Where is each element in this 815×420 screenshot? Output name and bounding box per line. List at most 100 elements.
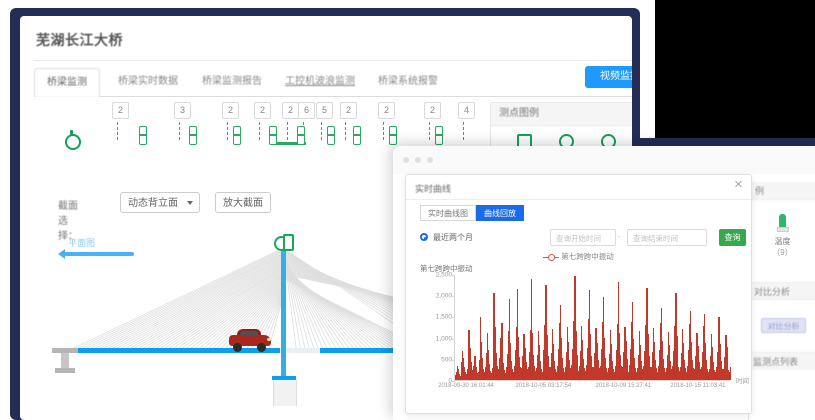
chart-bar <box>588 290 591 380</box>
main-tab-2[interactable]: 桥梁监测报告 <box>202 76 262 87</box>
chart-bar <box>562 367 565 380</box>
sensor-dashline-1 <box>179 122 180 140</box>
sensor-icon-4[interactable] <box>294 126 306 145</box>
chart-bar <box>627 368 629 380</box>
chart-bar <box>575 331 577 380</box>
chart-bar <box>558 322 561 380</box>
chart-bar <box>464 372 466 380</box>
chart-bar <box>684 368 687 380</box>
chart-bar <box>543 350 545 380</box>
sensor-icon-0[interactable] <box>136 126 148 145</box>
sensor-badge-4[interactable]: 2 <box>282 102 299 119</box>
plan-view-slider[interactable] <box>58 249 134 259</box>
chart-bar <box>597 360 599 380</box>
chart-bar <box>515 327 517 380</box>
chart-bar <box>461 351 464 380</box>
chart-bar <box>673 351 675 380</box>
chart-bar <box>540 368 542 380</box>
main-tab-1[interactable]: 桥梁实时数据 <box>118 76 178 87</box>
start-date-input[interactable]: 查询开始时间 <box>550 229 616 246</box>
compare-analysis-button[interactable]: 对比分析 <box>761 318 806 333</box>
chart-bar <box>605 357 607 380</box>
main-tab-3[interactable]: 工控机波浪监测 <box>285 76 355 87</box>
video-surveillance-button[interactable]: 视频监控 <box>585 66 632 88</box>
chart-bar <box>528 366 530 380</box>
sensor-icon-1[interactable] <box>186 126 198 145</box>
sensor-icon-5[interactable] <box>324 126 336 145</box>
chart-bar <box>661 340 664 380</box>
chart-bar <box>534 371 537 380</box>
chart-bar <box>685 371 688 380</box>
chart-bar <box>550 367 552 380</box>
chart-bar <box>559 304 562 380</box>
dialog-tab-1[interactable]: 曲线回放 <box>476 205 524 221</box>
tower-sensor-icon[interactable] <box>274 234 294 251</box>
chart-bar <box>676 335 678 380</box>
bridge-pylon <box>281 244 286 384</box>
chart-bar <box>713 369 716 380</box>
sensor-icon-2[interactable] <box>230 126 242 145</box>
sensor-badge-0[interactable]: 2 <box>112 102 129 119</box>
query-button[interactable]: 查询 <box>719 229 746 246</box>
chart-bar <box>604 337 606 380</box>
chart-bar <box>508 299 511 380</box>
section-select-dropdown[interactable]: 动态背立面 <box>120 192 200 213</box>
chart-bar <box>480 317 482 380</box>
main-tab-4[interactable]: 桥梁系统报警 <box>378 76 438 87</box>
chart-legend[interactable]: 第七跨跨中振动 <box>406 251 751 262</box>
anchor-sensor-icon[interactable] <box>64 130 81 150</box>
chart-bar <box>455 374 457 380</box>
end-date-input[interactable]: 查询结束时间 <box>627 229 707 246</box>
chart-bar <box>497 371 499 380</box>
chart-bar <box>533 366 536 380</box>
chart-bar <box>630 321 633 380</box>
temperature-sensor-item[interactable]: 温度 （9） <box>749 214 815 258</box>
thermometer-icon <box>776 214 789 234</box>
chart-bar <box>502 349 504 380</box>
chart-bar <box>665 368 667 380</box>
sensor-icon-3[interactable] <box>266 126 278 145</box>
pier-base <box>273 380 297 406</box>
dialog-tab-0[interactable]: 实时曲线图 <box>420 205 476 221</box>
chart-bar <box>580 325 583 380</box>
chart-bar <box>573 320 575 380</box>
legend-card-header: 测点图例 <box>491 103 632 126</box>
chart-bar <box>677 356 679 380</box>
close-icon[interactable]: ✕ <box>733 179 743 191</box>
sensor-badge-8[interactable]: 2 <box>378 102 395 119</box>
y-axis-tickmark-5 <box>452 275 455 276</box>
zoom-section-button[interactable]: 放大截面 <box>215 192 271 213</box>
main-tab-0[interactable]: 桥梁监测 <box>34 68 100 97</box>
sensor-icon-8[interactable] <box>432 126 444 145</box>
chart-bar <box>670 369 672 380</box>
sensor-badge-5[interactable]: 6 <box>298 102 315 119</box>
chart-bar <box>577 366 579 380</box>
chart-bar <box>626 359 628 380</box>
chart-bar <box>621 371 623 380</box>
x-axis-tick-2: 2018-10-09 15:27:41 <box>595 383 652 389</box>
section-select-value: 动态背立面 <box>128 198 178 209</box>
chart-bar <box>722 372 724 380</box>
chart-bar <box>511 368 514 380</box>
chart-bar <box>505 367 508 380</box>
chart-bar <box>705 360 708 380</box>
sensor-icon-7[interactable] <box>386 126 398 145</box>
sensor-badge-1[interactable]: 3 <box>174 102 191 119</box>
sensor-badge-9[interactable]: 2 <box>424 102 441 119</box>
chart-bar <box>613 371 616 380</box>
sensor-icon-6[interactable] <box>350 126 362 145</box>
sensor-badge-2[interactable]: 2 <box>222 102 239 119</box>
chart-bar <box>542 366 544 380</box>
sensor-badge-6[interactable]: 5 <box>316 102 333 119</box>
dialog-header: 实时曲线 ✕ <box>406 175 751 200</box>
chart-bar <box>520 371 522 380</box>
sensor-badge-10[interactable]: 4 <box>458 102 475 119</box>
sensor-badge-3[interactable]: 2 <box>254 102 271 119</box>
chart-bar <box>711 346 714 380</box>
chart-bar <box>612 368 615 380</box>
section-select-label: 截面选择： <box>58 201 78 242</box>
y-axis-tick-0: 0 <box>448 377 452 385</box>
chart-bar <box>460 361 463 380</box>
sensor-badge-7[interactable]: 2 <box>340 102 357 119</box>
chart-bar <box>593 367 595 380</box>
